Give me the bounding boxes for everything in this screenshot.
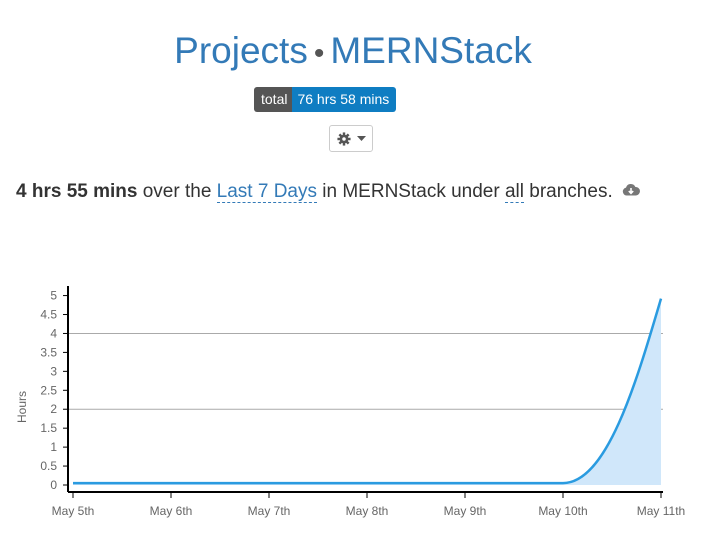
y-tick-label: 1 (50, 440, 57, 454)
y-axis-label: Hours (15, 391, 29, 423)
x-tick-labels: May 5th May 6th May 7th May 8th May 9th May 1… (52, 492, 685, 518)
summary-project: MERNStack (342, 181, 446, 203)
chart-area-layer (73, 298, 663, 485)
x-tick-label: May 9th (444, 504, 487, 518)
total-time: 4 hrs 55 mins (16, 181, 138, 203)
y-tick-label: 3 (50, 364, 57, 378)
date-range-dropdown[interactable]: Last 7 Days (216, 181, 317, 204)
y-tick-label: 3.5 (40, 345, 57, 359)
settings-dropdown-button[interactable] (329, 125, 373, 152)
title-separator: • (313, 37, 325, 70)
x-tick-label: May 6th (150, 504, 193, 518)
y-tick-label: 4 (50, 326, 57, 340)
y-tick-label: 5 (50, 289, 57, 303)
cloud-download-icon[interactable] (622, 181, 640, 203)
branch-dropdown[interactable]: all (504, 181, 524, 204)
total-time-badge: total 76 hrs 58 mins (254, 87, 397, 112)
y-tick-label: 1.5 (40, 421, 57, 435)
x-tick-label: May 7th (248, 504, 291, 518)
badge-label: total (254, 87, 293, 112)
y-tick-label: 0 (50, 478, 57, 492)
y-tick-label: 2.5 (40, 383, 57, 397)
series-area (73, 298, 661, 485)
y-tick-labels: 0 0.5 1 1.5 2 2.5 3 3.5 4 4.5 5 (40, 289, 68, 492)
y-tick-label: 0.5 (40, 459, 57, 473)
project-name: MERNStack (330, 30, 532, 71)
y-tick-label: 4.5 (40, 308, 57, 322)
summary-text: over the (137, 181, 217, 203)
x-tick-label: May 11th (637, 504, 685, 518)
summary-line: 4 hrs 55 mins over the Last 7 Days in ME… (16, 181, 640, 204)
badge-value: 76 hrs 58 mins (292, 87, 397, 112)
page-title: Projects • MERNStack (0, 30, 706, 72)
chart-axes (67, 286, 663, 493)
summary-text: branches. (524, 181, 613, 203)
gear-icon (336, 131, 351, 146)
summary-text: in (317, 181, 343, 203)
caret-down-icon (356, 135, 366, 141)
hours-chart: 00.511.522.533.544.55 May 5th May 6th May … (15, 286, 685, 518)
x-tick-label: May 10th (538, 504, 587, 518)
series-line (73, 298, 663, 485)
summary-text: under (445, 181, 505, 203)
x-tick-label: May 8th (346, 504, 389, 518)
y-tick-label: 2 (50, 402, 57, 416)
projects-link[interactable]: Projects (174, 30, 308, 71)
chart-grid (68, 332, 663, 410)
x-tick-label: May 5th (52, 504, 95, 518)
